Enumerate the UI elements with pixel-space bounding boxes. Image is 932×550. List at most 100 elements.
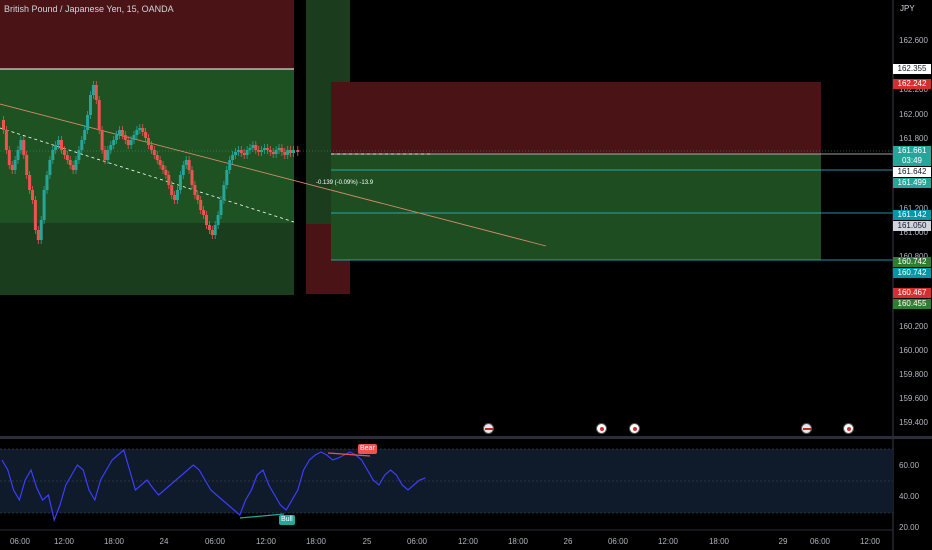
time-tick: 06:00 bbox=[9, 537, 31, 546]
candle bbox=[91, 85, 95, 95]
candle bbox=[236, 150, 240, 152]
candle bbox=[129, 140, 133, 145]
event-icon[interactable] bbox=[596, 423, 607, 434]
candle bbox=[39, 220, 43, 240]
candle bbox=[213, 225, 217, 235]
chart-title: British Pound / Japanese Yen, 15, OANDA bbox=[4, 4, 174, 14]
price-label: 03:49 bbox=[893, 156, 931, 166]
uk-flag-icon[interactable] bbox=[483, 423, 494, 434]
price-tick: 161.000 bbox=[899, 228, 928, 237]
event-icon[interactable] bbox=[843, 423, 854, 434]
candle bbox=[152, 150, 156, 155]
time-tick: 18:00 bbox=[103, 537, 125, 546]
price-label: 162.355 bbox=[893, 64, 931, 74]
candle bbox=[141, 128, 145, 132]
price-label: 160.467 bbox=[893, 288, 931, 298]
candle bbox=[13, 160, 17, 170]
bear-signal-label: Bear bbox=[358, 444, 377, 454]
candle bbox=[4, 130, 8, 150]
candle bbox=[109, 145, 113, 150]
candle bbox=[71, 165, 75, 170]
candle bbox=[289, 150, 293, 153]
price-tick: 159.800 bbox=[899, 370, 928, 379]
candle bbox=[80, 140, 84, 150]
candle bbox=[120, 130, 124, 135]
candle bbox=[292, 150, 295, 153]
price-tick: 161.200 bbox=[899, 204, 928, 213]
candle bbox=[123, 135, 127, 140]
price-label: 161.050 bbox=[893, 221, 931, 231]
price-tick: 162.600 bbox=[899, 36, 928, 45]
rsi-tick: 20.00 bbox=[899, 523, 920, 532]
candle bbox=[54, 145, 58, 150]
candle bbox=[228, 160, 232, 170]
candle bbox=[31, 190, 34, 200]
candle bbox=[176, 190, 179, 200]
candle bbox=[45, 175, 49, 190]
candle bbox=[10, 165, 14, 170]
time-tick: 12:00 bbox=[657, 537, 679, 546]
time-tick: 12:00 bbox=[859, 537, 881, 546]
measure-label: -0.139 (-0.09%) -13.9 bbox=[316, 180, 374, 186]
candle bbox=[155, 155, 159, 160]
currency-label: JPY bbox=[900, 4, 915, 13]
candle bbox=[248, 148, 252, 150]
candle bbox=[94, 85, 98, 100]
candle bbox=[77, 150, 81, 160]
candle bbox=[19, 140, 23, 150]
candle bbox=[106, 150, 110, 160]
uk-flag-icon[interactable] bbox=[801, 423, 812, 434]
price-tick: 159.600 bbox=[899, 394, 928, 403]
rsi-tick: 60.00 bbox=[899, 461, 920, 470]
time-tick: 12:00 bbox=[457, 537, 479, 546]
right-stop-zone bbox=[331, 82, 821, 154]
candle bbox=[74, 160, 78, 170]
candle bbox=[184, 160, 188, 165]
candle bbox=[271, 152, 275, 154]
price-tick: 160.800 bbox=[899, 252, 928, 261]
candle bbox=[178, 175, 182, 190]
candle bbox=[274, 150, 278, 154]
price-label: 160.455 bbox=[893, 299, 931, 309]
time-tick: 06:00 bbox=[204, 537, 226, 546]
candle bbox=[89, 95, 92, 115]
candle bbox=[296, 150, 300, 152]
time-tick: 18:00 bbox=[305, 537, 327, 546]
price-label: 161.142 bbox=[893, 210, 931, 220]
time-tick: 25 bbox=[362, 537, 372, 546]
candle bbox=[257, 150, 261, 152]
candle bbox=[28, 175, 32, 190]
time-tick: 18:00 bbox=[507, 537, 529, 546]
candle bbox=[170, 185, 174, 195]
left-target-zone bbox=[0, 69, 294, 223]
candle bbox=[144, 132, 148, 138]
price-tick: 159.400 bbox=[899, 418, 928, 427]
candle bbox=[65, 155, 69, 160]
candle bbox=[173, 195, 177, 200]
price-label: 160.742 bbox=[893, 268, 931, 278]
candle bbox=[254, 145, 258, 150]
candle bbox=[97, 100, 101, 130]
candles bbox=[2, 81, 300, 244]
candle bbox=[161, 165, 165, 170]
price-label: 161.499 bbox=[893, 178, 931, 188]
event-icon[interactable] bbox=[629, 423, 640, 434]
candle bbox=[57, 140, 61, 145]
price-label: 161.642 bbox=[893, 167, 931, 177]
candle bbox=[158, 160, 162, 165]
candle bbox=[2, 120, 5, 130]
time-tick: 24 bbox=[159, 537, 169, 546]
candle bbox=[62, 150, 66, 155]
candle bbox=[245, 150, 249, 155]
candle bbox=[86, 115, 90, 130]
candle bbox=[210, 230, 214, 235]
candle bbox=[42, 190, 46, 220]
candle bbox=[147, 138, 150, 145]
right-target-zone bbox=[331, 154, 821, 260]
time-tick: 06:00 bbox=[406, 537, 428, 546]
candle bbox=[167, 175, 171, 185]
trend-line[interactable] bbox=[0, 103, 547, 247]
time-tick: 18:00 bbox=[708, 537, 730, 546]
candle bbox=[187, 160, 191, 170]
